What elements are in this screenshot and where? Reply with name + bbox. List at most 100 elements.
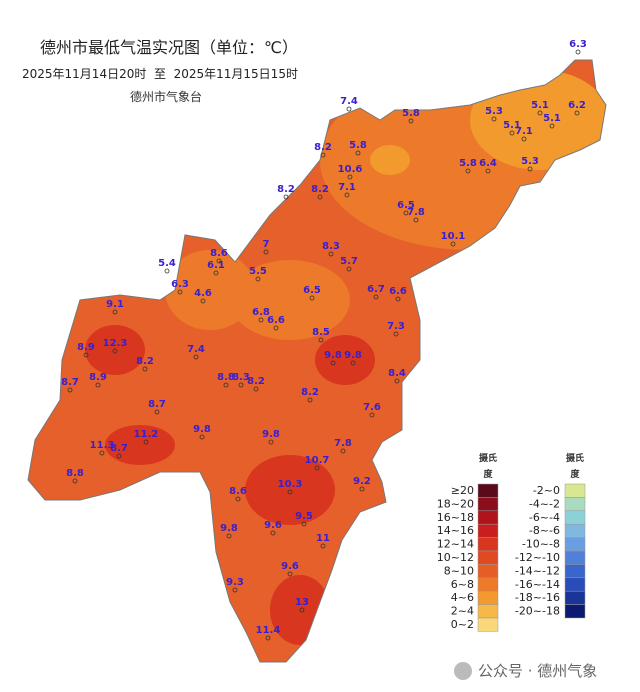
station-dot — [112, 309, 118, 315]
legend-swatch — [477, 564, 499, 579]
station-value: 5.8 — [459, 158, 477, 169]
legend-label: -18~-16 — [515, 591, 560, 604]
legend-swatch — [564, 537, 586, 552]
station-dot — [253, 386, 259, 392]
station-value: 8.4 — [388, 368, 406, 379]
station-value: 11.4 — [256, 625, 281, 636]
station-dot — [549, 123, 555, 129]
station-value: 5.3 — [485, 106, 503, 117]
legend-label: 4~6 — [451, 591, 474, 604]
station-dot — [393, 331, 399, 337]
legend-label: -6~-4 — [529, 511, 560, 524]
legend-swatch — [564, 497, 586, 512]
station-value: 6.3 — [171, 279, 189, 290]
station-value: 9.5 — [295, 511, 313, 522]
legend-header: 摄氏 — [479, 452, 497, 464]
station-value: 7.1 — [515, 126, 533, 137]
station-value: 8.3 — [322, 241, 340, 252]
station-dot — [177, 289, 183, 295]
station-dot — [213, 270, 219, 276]
station-dot — [537, 110, 543, 116]
station-dot — [307, 397, 313, 403]
station-value: 8.2 — [311, 184, 329, 195]
station-dot — [403, 210, 409, 216]
station-value: 9.2 — [353, 476, 371, 487]
legend-swatch — [564, 577, 586, 592]
station-dot — [287, 489, 293, 495]
station-value: 5.8 — [402, 108, 420, 119]
legend-swatch — [564, 523, 586, 538]
station-dot — [263, 249, 269, 255]
station-dot — [232, 587, 238, 593]
station-value: 8.6 — [210, 248, 228, 259]
station-value: 8.5 — [312, 327, 330, 338]
station-value: 11.3 — [90, 440, 115, 451]
station-dot — [255, 276, 261, 282]
station-dot — [491, 116, 497, 122]
station-dot — [67, 387, 73, 393]
station-dot — [350, 360, 356, 366]
station-dot — [99, 450, 105, 456]
legend-label: -2~0 — [533, 484, 560, 497]
station-value: 5.5 — [249, 266, 267, 277]
station-dot — [199, 434, 205, 440]
station-dot — [330, 360, 336, 366]
station-dot — [193, 354, 199, 360]
station-value: 5.7 — [340, 256, 358, 267]
legend-label: -16~-14 — [515, 578, 560, 591]
station-value: 8.7 — [61, 377, 79, 388]
station-dot — [143, 439, 149, 445]
station-value: 6.5 — [397, 200, 415, 211]
legend-swatch — [477, 590, 499, 605]
legend-label: 14~16 — [437, 524, 474, 537]
legend-swatch — [564, 604, 586, 619]
station-value: 9.1 — [106, 299, 124, 310]
legend-label: 0~2 — [451, 618, 474, 631]
station-dot — [72, 478, 78, 484]
station-value: 10.1 — [441, 231, 466, 242]
station-dot — [164, 268, 170, 274]
station-value: 8.9 — [77, 342, 95, 353]
station-dot — [450, 241, 456, 247]
station-value: 5.1 — [543, 113, 561, 124]
station-dot — [394, 378, 400, 384]
station-dot — [200, 298, 206, 304]
map-title: 德州市最低气温实况图（单位：℃） — [40, 38, 298, 57]
station-value: 8.9 — [89, 372, 107, 383]
station-value: 6.4 — [479, 158, 497, 169]
legend-label: ≥20 — [451, 484, 474, 497]
station-dot — [346, 266, 352, 272]
publisher: 德州市气象台 — [130, 89, 202, 104]
station-value: 5.8 — [349, 140, 367, 151]
station-value: 5.1 — [503, 120, 521, 131]
station-dot — [273, 325, 279, 331]
legend-swatch — [477, 537, 499, 552]
legend-swatch — [477, 617, 499, 632]
station-dot — [268, 439, 274, 445]
station-value: 7.1 — [338, 182, 356, 193]
station-dot — [223, 382, 229, 388]
station-dot — [318, 337, 324, 343]
legend-label: 16~18 — [437, 511, 474, 524]
station-dot — [270, 530, 276, 536]
legend-swatch — [477, 497, 499, 512]
legend-swatch — [477, 483, 499, 498]
station-value: 12.3 — [103, 338, 128, 349]
station-dot — [317, 194, 323, 200]
station-value: 5.1 — [531, 100, 549, 111]
station-value: 10.6 — [338, 164, 363, 175]
station-dot — [344, 192, 350, 198]
legend-swatch — [477, 604, 499, 619]
station-value: 7.8 — [334, 438, 352, 449]
legend-label: 18~20 — [437, 497, 474, 510]
station-value: 9.6 — [264, 520, 282, 531]
station-dot — [328, 251, 334, 257]
station-dot — [287, 571, 293, 577]
station-value: 11 — [316, 533, 330, 544]
legend-swatch — [564, 550, 586, 565]
station-dot — [408, 118, 414, 124]
station-dot — [314, 465, 320, 471]
station-value: 8.7 — [110, 443, 128, 454]
station-value: 11.2 — [134, 429, 159, 440]
